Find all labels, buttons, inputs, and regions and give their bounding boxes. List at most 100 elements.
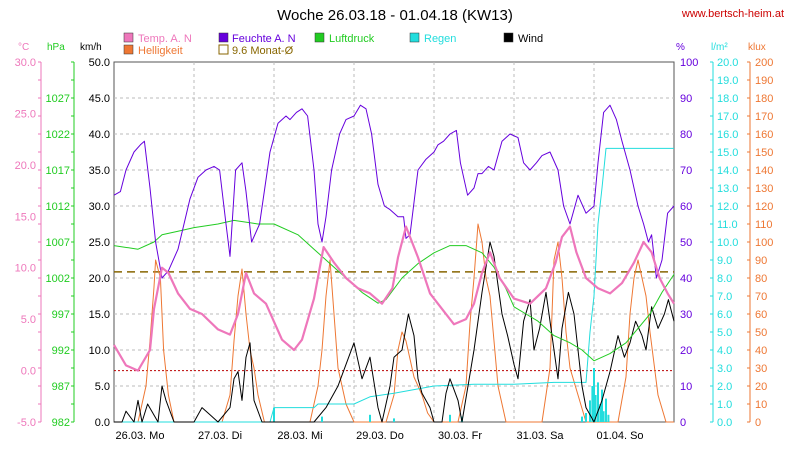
legend-swatch-humidity [218,32,229,43]
tick-label-bright: 50 [755,327,767,339]
legend-swatch-monthly-avg [218,44,229,55]
unit-wind: km/h [80,42,102,53]
tick-label-wind: 30.0 [89,201,110,213]
rain-bar [449,414,451,422]
rain-bar [589,400,591,422]
tick-label-rain: 20.0 [717,57,738,69]
tick-label-press: 1002 [46,273,70,285]
unit-humidity: % [676,42,685,53]
legend-item-pressure: Luftdruck [314,32,375,45]
tick-label-rain: 8.0 [717,273,732,285]
axes-layer: -5.0 0.0 5.0 10.0 15.0 20.0 25.0 30.0 982 987 992 9… [15,57,774,442]
tick-label-hum: 10 [680,381,692,393]
tick-label-temp: -5.0 [17,417,36,429]
unit-labels: °C hPa km/h % l/m² klux [18,42,766,53]
tick-label-rain: 5.0 [717,327,732,339]
tick-label-rain: 3.0 [717,363,732,375]
rain-bar [605,398,607,422]
x-tick-label: 27.03. Di [198,430,242,442]
tick-label-press: 992 [52,345,70,357]
rain-bar [369,414,371,422]
tick-label-rain: 17.0 [717,111,738,123]
tick-label-bright: 10 [755,399,767,411]
tick-label-rain: 11.0 [717,219,738,231]
unit-rain: l/m² [711,42,728,53]
legend-item-monthly-avg: 9.6 Monat-Ø [218,44,294,57]
tick-label-bright: 200 [755,57,773,69]
legend-label-wind: Wind [518,33,543,45]
series-layer [113,104,675,423]
unit-brightness: klux [748,42,766,53]
chart-title: Woche 26.03.18 - 01.04.18 (KW13) [277,7,513,24]
tick-label-rain: 19.0 [717,75,738,87]
tick-label-bright: 130 [755,183,773,195]
tick-label-wind: 50.0 [89,57,110,69]
legend-label-monthly-avg: 9.6 Monat-Ø [232,45,294,57]
tick-label-rain: 18.0 [717,93,738,105]
tick-label-wind: 10.0 [89,345,110,357]
tick-label-rain: 16.0 [717,129,738,141]
grid [114,62,674,422]
legend-swatch-wind [503,32,514,43]
tick-label-hum: 80 [680,129,692,141]
tick-label-hum: 70 [680,165,692,177]
tick-label-rain: 0.0 [717,417,732,429]
series-line-hum [113,104,675,279]
rain-bar [321,416,323,422]
legend-swatch-brightness [123,44,134,55]
tick-label-hum: 0 [680,417,686,429]
x-tick-label: 01.04. So [596,430,643,442]
tick-label-rain: 1.0 [717,399,732,411]
x-tick-label: 26.03. Mo [116,430,165,442]
legend-item-rain: Regen [409,32,456,45]
tick-label-press: 1012 [46,201,70,213]
tick-label-bright: 140 [755,165,773,177]
tick-label-bright: 70 [755,291,767,303]
tick-label-wind: 5.0 [95,381,110,393]
legend-label-pressure: Luftdruck [329,33,375,45]
tick-label-hum: 90 [680,93,692,105]
legend-label-temp: Temp. A. N [138,33,192,45]
x-tick-label: 30.03. Fr [438,430,482,442]
legend-swatch-temp [123,32,134,43]
tick-label-bright: 60 [755,309,767,321]
tick-label-bright: 40 [755,345,767,357]
tick-label-hum: 60 [680,201,692,213]
legend-item-humidity: Feuchte A. N [218,32,296,45]
tick-label-temp: 20.0 [15,160,36,172]
tick-label-press: 1027 [46,93,70,105]
tick-label-temp: 0.0 [21,366,36,378]
tick-label-press: 982 [52,417,70,429]
series-line-press [113,219,675,362]
tick-label-wind: 20.0 [89,273,110,285]
tick-label-bright: 150 [755,147,773,159]
tick-label-bright: 0 [755,417,761,429]
tick-label-bright: 190 [755,75,773,87]
series-line-temp [113,225,675,372]
series-line-wind [114,241,675,423]
legend-item-brightness: Helligkeit [123,44,183,57]
tick-label-rain: 6.0 [717,309,732,321]
tick-label-press: 997 [52,309,70,321]
tick-label-rain: 7.0 [717,291,732,303]
rain-bar [602,411,605,422]
tick-label-temp: 30.0 [15,57,36,69]
tick-label-press: 1022 [46,129,70,141]
rain-bar [593,368,595,422]
x-tick-label: 29.03. Do [356,430,404,442]
rain-bar [273,407,275,422]
unit-pressure: hPa [47,42,65,53]
unit-temp: °C [18,42,29,53]
tick-label-bright: 100 [755,237,773,249]
site-link[interactable]: www.bertsch-heim.at [681,8,784,20]
tick-label-bright: 160 [755,129,773,141]
x-tick-label: 31.03. Sa [516,430,564,442]
tick-label-rain: 15.0 [717,147,738,159]
legend: Temp. A. N Feuchte A. N Luftdruck Regen … [123,32,543,57]
tick-label-bright: 20 [755,381,767,393]
rain-bar [581,416,583,422]
tick-label-temp: 25.0 [15,108,36,120]
rain-bar [594,395,597,422]
rain-bar [607,414,610,422]
